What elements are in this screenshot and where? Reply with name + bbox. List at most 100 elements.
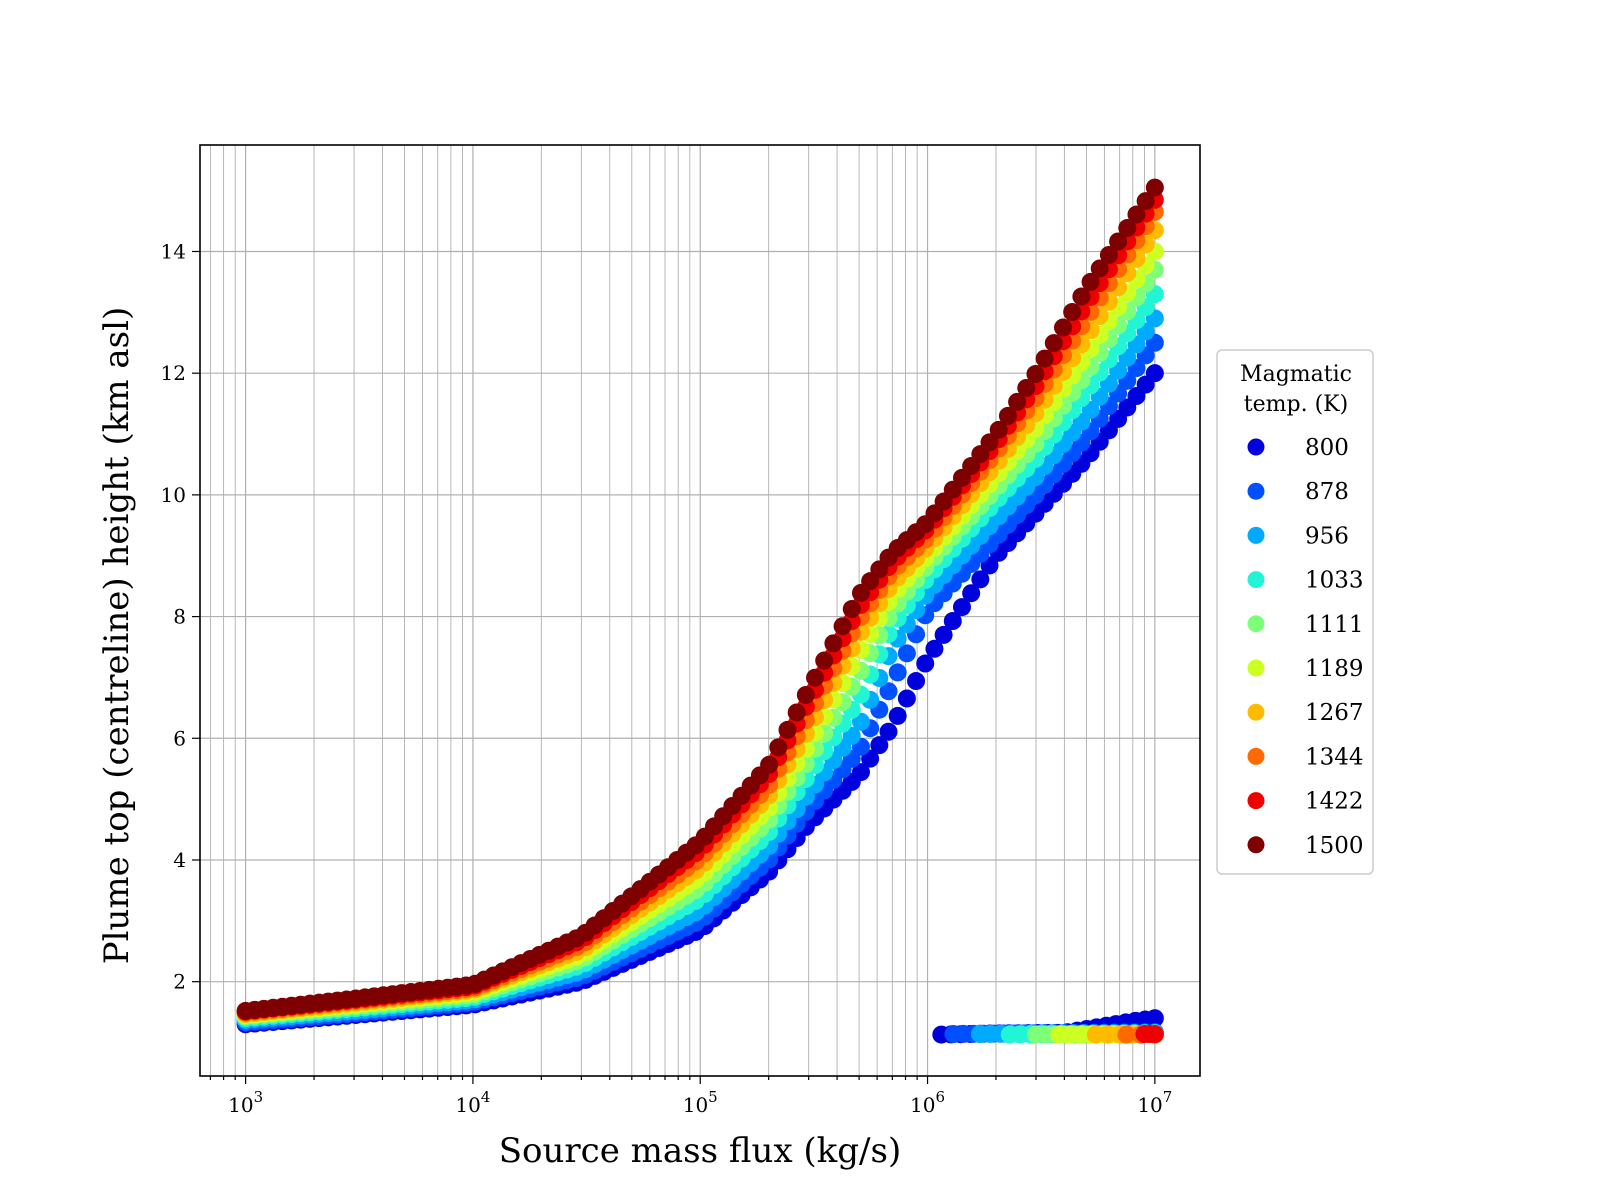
y-tick-label: 14 — [161, 239, 186, 263]
legend-item-878: 878 — [1247, 479, 1349, 505]
data-point — [1118, 219, 1137, 238]
data-point — [962, 584, 981, 603]
legend-marker — [1247, 615, 1265, 633]
x-tick-label: 107 — [1137, 1088, 1172, 1117]
legend-marker — [1247, 571, 1265, 589]
y-axis-label: Plume top (centreline) height (km asl) — [97, 307, 137, 965]
legend-item-1267: 1267 — [1247, 700, 1364, 726]
x-tick-label: 103 — [228, 1088, 263, 1117]
data-point — [778, 720, 797, 739]
y-tick-label: 8 — [173, 605, 186, 629]
data-point — [1145, 178, 1164, 197]
axis-tick-labels: 103 104 105 106 107 2 4 6 8 10 12 14 — [161, 239, 1173, 1117]
series-1422-lower-branch — [1135, 1025, 1164, 1044]
legend-item-956: 956 — [1247, 523, 1349, 549]
legend-item-1500: 1500 — [1247, 833, 1364, 859]
legend-item-1344: 1344 — [1247, 744, 1364, 770]
data-point — [1090, 259, 1109, 278]
legend-item-1033: 1033 — [1247, 568, 1364, 594]
legend-title: temp. (K) — [1244, 392, 1348, 417]
data-point — [1117, 1025, 1136, 1044]
data-point — [1145, 364, 1164, 383]
x-axis-label: Source mass flux (kg/s) — [499, 1131, 901, 1171]
data-point — [796, 685, 815, 704]
y-tick-label: 12 — [161, 361, 186, 385]
axis-ticks — [192, 250, 1156, 1084]
legend-item-800: 800 — [1247, 435, 1349, 461]
legend-label: 1422 — [1305, 789, 1364, 815]
data-point — [1017, 378, 1036, 397]
legend-marker — [1247, 792, 1265, 810]
series-1500 — [236, 178, 1164, 1020]
data-point — [998, 406, 1017, 425]
legend-label: 1500 — [1305, 833, 1364, 859]
y-tick-label: 2 — [173, 970, 186, 994]
data-point — [1008, 392, 1027, 411]
data-point — [888, 663, 907, 682]
data-point — [952, 598, 971, 617]
data-point — [1026, 365, 1045, 384]
data-point — [851, 763, 870, 782]
data-point — [824, 634, 843, 653]
data-point — [879, 722, 898, 741]
data-point — [1136, 192, 1155, 211]
legend-label: 1189 — [1305, 656, 1364, 682]
legend-label: 1033 — [1305, 568, 1364, 594]
legend-marker — [1247, 747, 1265, 765]
legend-box — [1216, 349, 1374, 875]
data-point — [1063, 303, 1082, 322]
legend-item-1422: 1422 — [1247, 789, 1364, 815]
x-tick-label: 104 — [455, 1088, 490, 1117]
data-point — [943, 611, 962, 630]
x-tick-label: 105 — [683, 1088, 718, 1117]
data-point — [934, 625, 953, 644]
data-point — [1081, 272, 1100, 291]
data-point — [907, 672, 926, 691]
legend-label: 1111 — [1305, 612, 1364, 638]
legend-marker — [1247, 836, 1265, 854]
legend-marker — [1247, 438, 1265, 456]
data-point — [897, 689, 916, 708]
legend: Magmatic temp. (K) 800 878 956 1033 1111 1189 12… — [1216, 349, 1374, 875]
data-point — [879, 682, 898, 701]
legend-label: 1344 — [1305, 744, 1364, 770]
y-tick-label: 4 — [173, 848, 186, 872]
data-point — [815, 651, 834, 670]
y-tick-label: 10 — [161, 483, 186, 507]
legend-item-1189: 1189 — [1247, 656, 1364, 682]
data-point — [842, 726, 861, 745]
data-point — [980, 433, 999, 452]
data-point — [1054, 318, 1073, 337]
legend-label: 1267 — [1305, 700, 1364, 726]
data-point — [806, 668, 825, 687]
data-point — [916, 654, 935, 673]
data-point — [1044, 334, 1063, 353]
x-tick-label: 106 — [910, 1088, 945, 1117]
legend-label: 956 — [1305, 523, 1349, 549]
data-point — [833, 617, 852, 636]
data-point — [1035, 349, 1054, 368]
y-tick-label: 6 — [173, 726, 186, 750]
data-point — [989, 420, 1008, 439]
legend-marker — [1247, 526, 1265, 544]
data-point — [1127, 205, 1146, 224]
data-point — [888, 706, 907, 725]
data-point — [1099, 245, 1118, 264]
legend-marker — [1247, 703, 1265, 721]
data-point — [870, 736, 889, 755]
data-point — [1145, 1025, 1164, 1044]
data-point — [760, 755, 779, 774]
legend-marker — [1247, 659, 1265, 677]
data-point — [925, 639, 944, 658]
data-point — [897, 644, 916, 663]
legend-label: 800 — [1305, 435, 1349, 461]
data-point — [971, 570, 990, 589]
data-point — [1072, 287, 1091, 306]
data-point — [842, 600, 861, 619]
scatter-points — [236, 178, 1164, 1044]
legend-item-1111: 1111 — [1247, 612, 1364, 638]
data-point — [769, 738, 788, 757]
legend-label: 878 — [1305, 479, 1349, 505]
data-point — [1145, 1009, 1164, 1028]
